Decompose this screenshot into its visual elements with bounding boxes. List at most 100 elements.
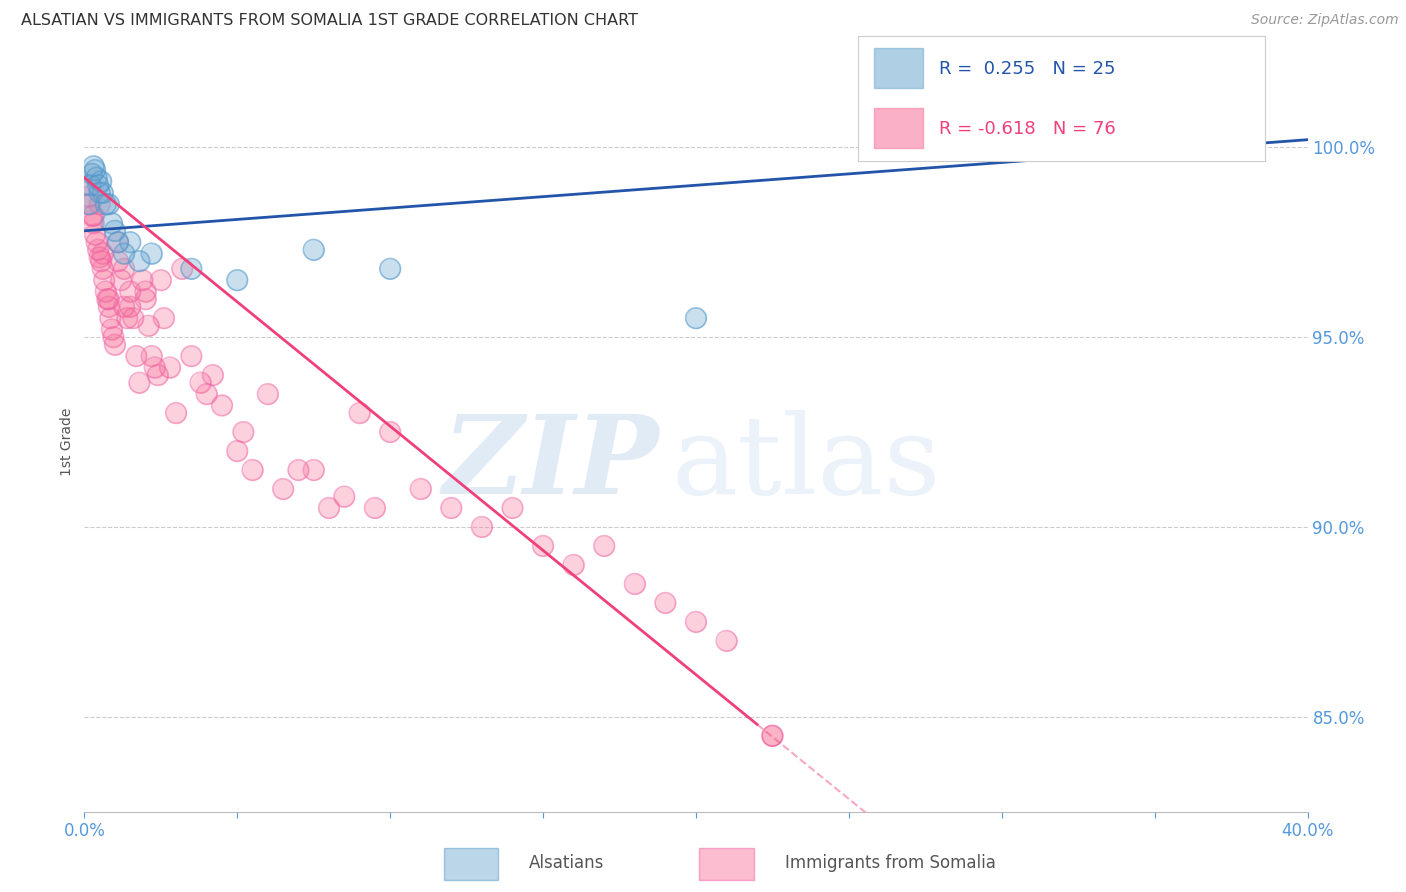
Point — [84, 163, 107, 178]
Point — [271, 482, 294, 496]
Point — [226, 273, 249, 287]
Point — [90, 174, 112, 188]
Point — [90, 174, 112, 188]
Point — [242, 463, 264, 477]
Point — [76, 178, 98, 193]
Point — [90, 254, 112, 268]
Y-axis label: 1st Grade: 1st Grade — [60, 408, 75, 475]
Point — [120, 285, 142, 299]
Point — [302, 243, 325, 257]
Point — [87, 178, 110, 193]
Point — [98, 311, 121, 326]
Point — [562, 558, 585, 572]
Point — [120, 300, 142, 314]
Point — [86, 235, 108, 250]
Point — [77, 197, 100, 211]
Point — [83, 159, 105, 173]
Point — [98, 311, 121, 326]
FancyBboxPatch shape — [444, 848, 499, 880]
Point — [138, 318, 160, 333]
Point — [103, 330, 125, 344]
Point — [83, 216, 105, 230]
Point — [380, 425, 402, 439]
Point — [159, 360, 181, 375]
Point — [97, 197, 120, 211]
Point — [380, 425, 402, 439]
Point — [153, 311, 176, 326]
Point — [77, 189, 100, 203]
Text: ZIP: ZIP — [443, 410, 659, 517]
Point — [287, 463, 309, 477]
Point — [761, 729, 783, 743]
Point — [502, 500, 524, 515]
Point — [146, 368, 169, 383]
Point — [76, 178, 98, 193]
Point — [91, 246, 114, 260]
FancyBboxPatch shape — [875, 48, 922, 88]
Point — [135, 292, 157, 306]
Point — [149, 273, 172, 287]
Point — [112, 300, 135, 314]
Point — [180, 349, 202, 363]
Point — [101, 322, 124, 336]
Point — [685, 615, 707, 629]
Point — [107, 235, 129, 250]
Point — [97, 300, 120, 314]
Point — [180, 261, 202, 276]
Point — [87, 243, 110, 257]
Point — [143, 360, 166, 375]
Point — [135, 285, 157, 299]
Point — [716, 633, 738, 648]
Text: Source: ZipAtlas.com: Source: ZipAtlas.com — [1251, 13, 1399, 28]
Point — [302, 243, 325, 257]
Point — [149, 273, 172, 287]
Point — [135, 285, 157, 299]
Point — [128, 254, 150, 268]
Point — [120, 285, 142, 299]
Point — [77, 197, 100, 211]
Point — [80, 209, 103, 223]
Point — [364, 500, 387, 515]
Point — [333, 490, 356, 504]
Text: Immigrants from Somalia: Immigrants from Somalia — [785, 854, 995, 872]
Point — [91, 261, 114, 276]
Point — [440, 500, 463, 515]
Point — [83, 209, 105, 223]
Point — [97, 292, 120, 306]
Point — [86, 170, 108, 185]
Point — [86, 235, 108, 250]
Point — [83, 159, 105, 173]
Point — [93, 273, 115, 287]
Point — [87, 243, 110, 257]
Point — [97, 300, 120, 314]
Point — [195, 387, 218, 401]
Point — [190, 376, 212, 390]
Point — [89, 251, 111, 265]
Point — [471, 520, 494, 534]
Text: ALSATIAN VS IMMIGRANTS FROM SOMALIA 1ST GRADE CORRELATION CHART: ALSATIAN VS IMMIGRANTS FROM SOMALIA 1ST … — [21, 13, 638, 29]
Point — [89, 197, 111, 211]
Point — [87, 178, 110, 193]
Point — [80, 167, 103, 181]
Point — [349, 406, 371, 420]
Point — [257, 387, 280, 401]
Point — [103, 330, 125, 344]
Point — [128, 254, 150, 268]
Point — [531, 539, 554, 553]
Point — [159, 360, 181, 375]
Point — [94, 197, 117, 211]
Point — [97, 292, 120, 306]
Point — [201, 368, 224, 383]
Point — [86, 170, 108, 185]
Point — [165, 406, 187, 420]
Point — [1159, 128, 1181, 143]
Point — [115, 311, 138, 326]
Point — [110, 273, 132, 287]
Point — [211, 399, 233, 413]
Point — [318, 500, 340, 515]
Point — [172, 261, 194, 276]
Point — [83, 216, 105, 230]
Point — [562, 558, 585, 572]
FancyBboxPatch shape — [700, 848, 754, 880]
Point — [104, 224, 127, 238]
